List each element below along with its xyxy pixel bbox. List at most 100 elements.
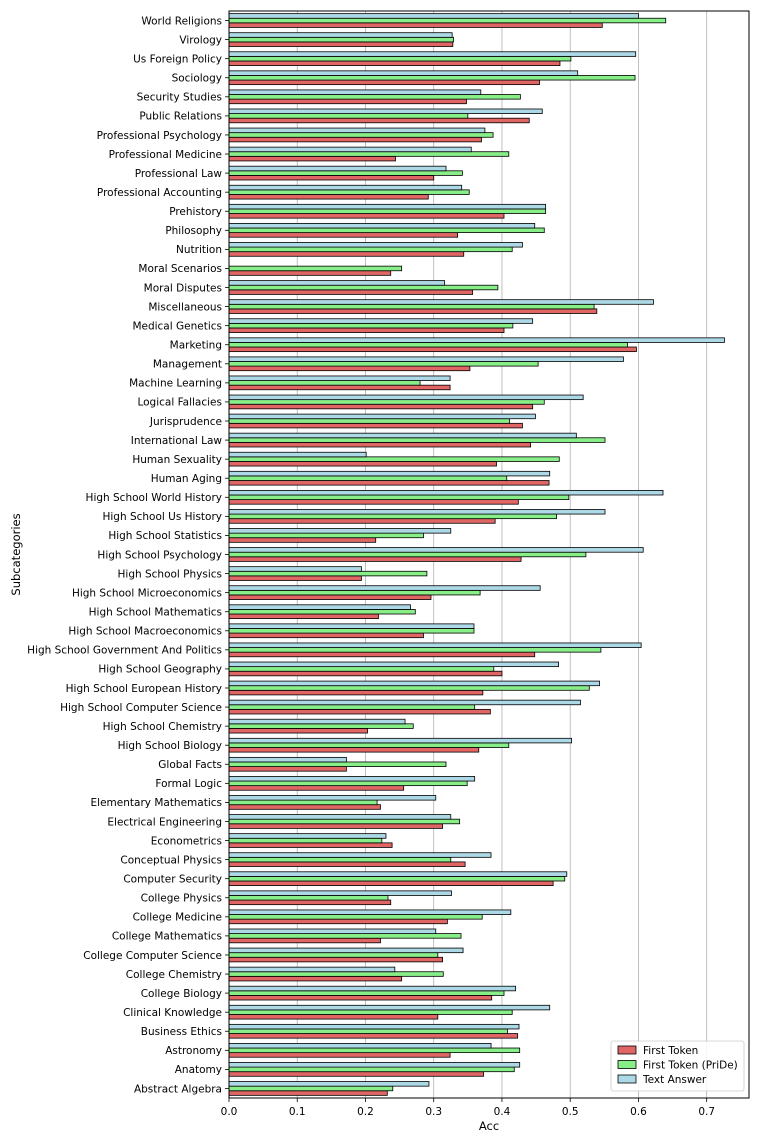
bar-first-token-pride (228, 265, 403, 272)
bar-text-answer (228, 756, 347, 763)
bar-first-token-pride (228, 570, 428, 577)
bar-first-token (228, 1052, 451, 1058)
bar-first-token (228, 346, 637, 353)
bar-first-token-pride (228, 494, 570, 500)
bar-first-token-pride (228, 437, 606, 443)
bar-first-token-pride (228, 475, 508, 481)
bar-first-token-pride (228, 589, 481, 596)
x-ticks: 0.0 0.1 0.2 0.3 0.4 0.5 0.6 0.7 (221, 1098, 715, 1118)
bar-text-answer (228, 776, 476, 782)
y-tick-label: High School Us History (102, 511, 222, 523)
bar-first-token (228, 194, 429, 200)
legend-swatch (617, 1060, 637, 1069)
y-tick-label: High School Biology (118, 740, 222, 752)
bar-first-token (228, 518, 496, 524)
bar-first-token-pride (228, 723, 414, 729)
y-ticks: World Religions Virology Us Foreign Policy… (27, 15, 229, 1095)
y-tick-label: Human Sexuality (132, 454, 222, 466)
bar-text-answer (228, 547, 644, 553)
bar-text-answer (228, 1004, 551, 1011)
y-tick-label: High School Microeconomics (72, 587, 222, 599)
legend-label: First Token (643, 1045, 698, 1057)
bar-first-token-pride (228, 418, 510, 424)
y-tick-label: Moral Scenarios (138, 263, 222, 275)
y-tick-label: Miscellaneous (148, 301, 222, 313)
bar-text-answer (228, 947, 464, 954)
bar-text-answer (228, 146, 472, 153)
bar-first-token (228, 995, 493, 1001)
bar-first-token (228, 880, 554, 886)
bar-first-token (228, 537, 377, 543)
bar-text-answer (228, 604, 411, 610)
bar-first-token (228, 804, 381, 810)
bar-first-token (228, 22, 603, 28)
bar-text-answer (228, 184, 463, 191)
bar-first-token (228, 1033, 519, 1039)
bar-text-answer (228, 699, 581, 706)
y-tick-label: Sociology (172, 73, 222, 85)
bar-first-token-pride (228, 1028, 508, 1034)
bar-text-answer (228, 852, 492, 858)
bar-first-token (228, 1090, 388, 1096)
bar-first-token-pride (228, 399, 545, 405)
bar-first-token (228, 422, 523, 429)
bar-first-token-pride (228, 303, 595, 310)
bar-first-token-pride (228, 55, 572, 62)
bar-first-token (228, 1014, 439, 1020)
bar-first-token-pride (228, 75, 636, 81)
bar-first-token-pride (228, 952, 439, 958)
bar-text-answer (228, 528, 452, 534)
bar-text-answer (228, 833, 387, 839)
y-tick-label: Prehistory (169, 206, 222, 218)
bar-first-token (228, 174, 435, 181)
bar-first-token (228, 918, 448, 925)
y-tick-label: World Religions (141, 15, 222, 27)
y-tick-label: High School Macroeconomics (68, 626, 222, 638)
bar-text-answer (228, 318, 534, 324)
y-tick-label: Business Ethics (141, 1026, 222, 1038)
bar-text-answer (228, 413, 536, 420)
bar-first-token (228, 79, 540, 86)
bar-first-token (228, 251, 465, 257)
y-tick-label: High School Statistics (108, 530, 222, 542)
bar-text-answer (228, 432, 577, 439)
bar-text-answer (228, 509, 606, 515)
legend: First Token First Token (PriDe) Text Answe… (610, 1040, 745, 1092)
y-tick-label: Jurisprudence (149, 416, 222, 428)
y-tick-label: Computer Security (123, 873, 222, 885)
bar-first-token-pride (228, 1047, 521, 1054)
bar-first-token (228, 842, 393, 848)
y-tick-label: Econometrics (151, 835, 222, 847)
bar-first-token (228, 270, 392, 276)
y-tick-label: Global Facts (158, 759, 222, 771)
bar-first-token-pride (228, 933, 462, 939)
bar-text-answer (228, 890, 452, 896)
bar-text-answer (228, 375, 451, 381)
x-tick-label: 0.2 (357, 1106, 374, 1118)
y-tick-label: Formal Logic (155, 778, 222, 790)
bar-first-token (228, 441, 532, 448)
bar-text-answer (228, 1081, 430, 1087)
bar-first-token-pride (228, 1085, 394, 1092)
bar-first-token (228, 98, 467, 105)
y-tick-label: College Medicine (133, 912, 222, 924)
bar-first-token-pride (228, 208, 547, 214)
y-tick-label: Us Foreign Policy (133, 53, 222, 65)
bar-first-token-pride (228, 513, 557, 520)
y-tick-label: High School Physics (118, 568, 223, 580)
bar-first-token (228, 365, 471, 372)
bar-text-answer (228, 795, 437, 801)
bar-first-token-pride (228, 818, 461, 825)
x-tick-label: 0.3 (425, 1106, 442, 1118)
bar-first-token (228, 613, 379, 620)
bar-text-answer (228, 814, 452, 820)
bar-first-token (228, 403, 534, 410)
x-tick-label: 0.6 (630, 1106, 647, 1118)
bar-first-token-pride (228, 132, 494, 138)
y-tick-label: Professional Law (135, 168, 223, 180)
bar-first-token-pride (228, 685, 590, 691)
bar-text-answer (228, 203, 547, 210)
bar-first-token (228, 461, 497, 467)
bar-first-token-pride (228, 227, 545, 234)
bar-text-answer (228, 299, 654, 305)
